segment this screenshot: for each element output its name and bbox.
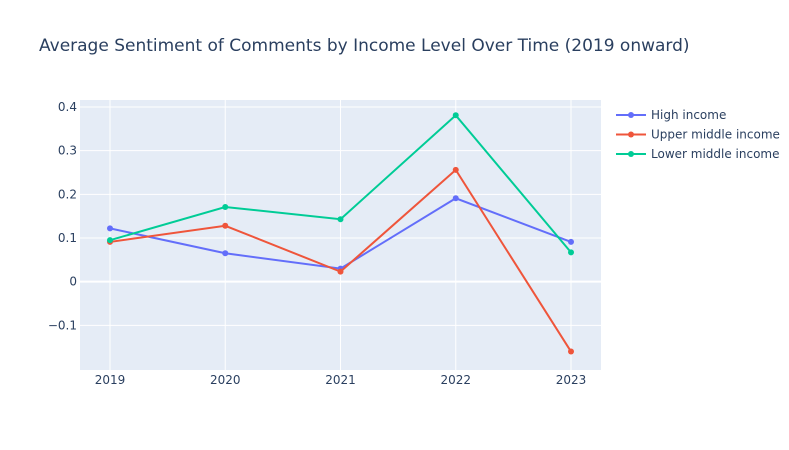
series-1[interactable] [107, 195, 574, 272]
legend-marker [628, 131, 634, 138]
x-tick-label: 2021 [325, 373, 356, 387]
legend-item[interactable]: Upper middle income [616, 128, 780, 142]
data-point[interactable] [568, 348, 574, 355]
y-tick-label: 0 [69, 275, 77, 289]
y-axis-ticks: −0.1 0 0.1 0.2 0.3 0.4 [48, 100, 77, 332]
y-tick-label: 0.1 [58, 231, 77, 245]
legend-label: High income [651, 108, 726, 122]
data-point[interactable] [107, 237, 113, 244]
data-point[interactable] [452, 112, 459, 119]
data-point[interactable] [568, 238, 574, 245]
legend[interactable]: High income Upper middle income Lower midd… [616, 108, 780, 161]
data-point[interactable] [452, 166, 459, 173]
legend-label: Lower middle income [651, 147, 780, 161]
legend-item[interactable]: Lower middle income [616, 147, 780, 161]
y-tick-label: 0.3 [58, 144, 77, 158]
data-point[interactable] [107, 225, 113, 232]
series-lines [107, 112, 574, 355]
y-tick-label: 0.4 [58, 100, 77, 114]
data-point[interactable] [222, 222, 229, 229]
data-point[interactable] [568, 249, 574, 256]
x-tick-label: 2023 [556, 373, 587, 387]
data-point[interactable] [222, 203, 229, 210]
grid-lines [80, 100, 601, 370]
chart-title: Average Sentiment of Comments by Income … [39, 36, 690, 56]
data-point[interactable] [452, 195, 459, 202]
y-tick-label: 0.2 [58, 187, 77, 201]
legend-marker [628, 151, 634, 157]
y-tick-label: −0.1 [48, 318, 77, 332]
x-tick-label: 2022 [440, 373, 471, 387]
data-point[interactable] [337, 216, 344, 223]
legend-marker [628, 112, 634, 118]
data-point[interactable] [337, 268, 344, 275]
data-point[interactable] [222, 250, 229, 257]
legend-item[interactable]: High income [616, 108, 726, 122]
x-axis-ticks: 2019 2020 2021 2022 2023 [95, 373, 587, 387]
legend-label: Upper middle income [651, 128, 780, 142]
x-tick-label: 2020 [210, 373, 241, 387]
series-3[interactable] [107, 112, 574, 256]
x-tick-label: 2019 [95, 373, 126, 387]
